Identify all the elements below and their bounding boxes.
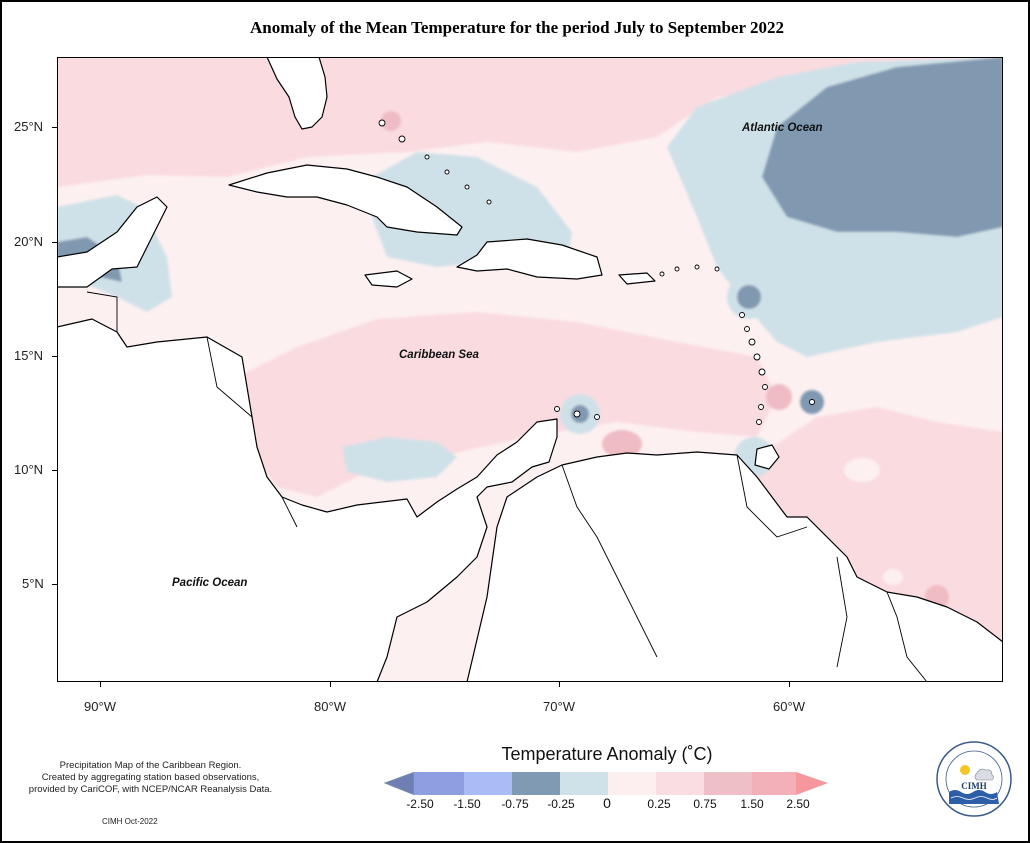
anomaly-strong-cool-antilles [737,285,761,309]
legend-swatch-5 [608,772,656,795]
lon-tick-80w [330,682,331,687]
map-frame [57,57,1003,682]
legend-swatch-4 [560,772,608,795]
lon-label-80w: 80°W [314,699,346,714]
label-atlantic-ocean: Atlantic Ocean [742,122,823,134]
legend-label-8: 2.50 [786,797,810,811]
legend-label-3: -0.25 [547,797,575,811]
page-title: Anomaly of the Mean Temperature for the … [249,18,785,37]
lon-label-60w: 60°W [773,699,805,714]
data-source-note: Precipitation Map of the Caribbean Regio… [8,760,293,796]
anomaly-warm-venezuela-spot [602,430,642,458]
anomaly-cool-panama [342,437,457,482]
note-line-2: Created by aggregating station based obs… [41,772,260,783]
label-caribbean-sea: Caribbean Sea [399,349,479,361]
lat-label-20n: 20°N [14,234,44,249]
lon-tick-60w [789,682,790,687]
legend-colorbar [383,771,834,802]
anomaly-neutral-spot-east [844,458,880,482]
legend-label-0: -2.50 [406,797,434,811]
logo-text: CIMH [961,781,987,791]
legend-swatch-7 [704,772,752,795]
legend-title: Temperature Anomaly (˚C) [501,744,713,764]
lat-label-25n: 25°N [14,119,44,134]
legend-label-2: -0.75 [501,797,529,811]
anomaly-warm-grenada-spot [766,384,792,410]
lon-label-90w: 90°W [84,699,116,714]
lat-label-10n: 10°N [14,462,44,477]
lat-label-5n: 5°N [22,576,44,591]
anomaly-strong-cool-atlantic [762,57,1003,237]
legend-label-6: 0.75 [693,797,717,811]
anomaly-warm-bahamas-spot [381,111,401,131]
country-borders [86,291,928,682]
note-line-1: Precipitation Map of the Caribbean Regio… [59,760,242,771]
legend-swatch-8 [752,772,796,795]
legend-label-5: 0.25 [647,797,671,811]
lat-tick-25n [52,127,57,128]
lon-label-70w: 70°W [543,699,575,714]
cimh-logo-icon: CIMH [935,740,1013,818]
lat-label-15n: 15°N [14,348,44,363]
legend-swatch-2 [464,772,512,795]
legend-label-7: 1.50 [740,797,764,811]
legend-swatch-1 [414,772,464,795]
credit-text: CIMH Oct-2022 [102,817,158,826]
legend-swatch-0 [383,771,415,796]
lon-tick-90w [100,682,101,687]
lat-tick-20n [52,242,57,243]
anomaly-neutral-spot-guiana [883,569,903,585]
legend-label-4: 0 [603,795,611,811]
note-line-3: provided by CariCOF, with NCEP/NCAR Rean… [28,784,273,795]
lat-tick-10n [52,470,57,471]
lon-tick-70w [559,682,560,687]
lat-tick-15n [52,356,57,357]
legend-swatch-3 [512,772,560,795]
legend-swatch-9 [796,772,828,795]
legend-label-1: -1.50 [453,797,481,811]
label-pacific-ocean: Pacific Ocean [172,577,248,589]
small-islands [378,119,815,425]
legend-swatch-6 [656,772,704,795]
landmass [57,57,1003,682]
lat-tick-5n [52,584,57,585]
